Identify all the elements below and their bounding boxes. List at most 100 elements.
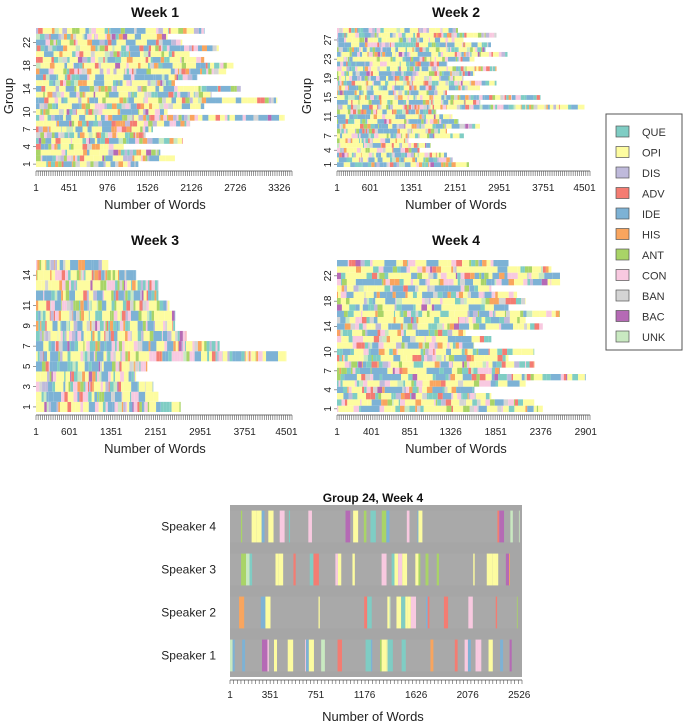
segment-adv (417, 147, 420, 153)
segment-con (192, 351, 195, 362)
segment-que (506, 374, 508, 381)
segment-ide (71, 103, 80, 110)
segment-ban (373, 386, 378, 393)
segment-ide (455, 336, 462, 343)
segment-dis (119, 51, 122, 57)
segment-dis (410, 75, 413, 81)
segment-ide (119, 270, 125, 281)
segment-opi (367, 399, 372, 406)
segment-que (472, 123, 476, 129)
segment-que (68, 270, 71, 281)
segment-unk (74, 80, 79, 86)
segment-con (433, 61, 437, 67)
segment-que (57, 39, 61, 46)
segment-opi (385, 143, 392, 148)
segment-opi (367, 380, 380, 387)
segment-unk (350, 95, 355, 100)
segment-ide (89, 351, 94, 362)
segment-que (378, 361, 383, 368)
group-row (36, 351, 287, 362)
y-tick-label: 7 (323, 133, 334, 139)
segment-opi (118, 91, 129, 98)
segment-ide (163, 85, 175, 92)
group-row (337, 329, 466, 336)
x-tick-label: 601 (61, 427, 78, 438)
speaker-label: Speaker 1 (161, 649, 216, 663)
segment-con (177, 91, 179, 98)
segment-con (337, 147, 341, 153)
segment-que (533, 348, 535, 355)
segment-opi (58, 74, 65, 81)
segment-adv (43, 74, 46, 81)
segment-opi (60, 143, 70, 150)
segment-con (258, 351, 262, 362)
segment-ban (422, 47, 426, 52)
segment-opi (356, 90, 360, 96)
segment-ban (469, 80, 472, 86)
segment-ant (524, 266, 529, 273)
segment-con (440, 298, 443, 305)
segment-opi (372, 104, 377, 110)
segment-con (40, 155, 43, 162)
segment-que (471, 260, 476, 267)
segment-ant (158, 97, 163, 104)
segment-his (397, 128, 401, 134)
segment-ide (388, 323, 392, 330)
segment-dis (123, 155, 128, 162)
segment-unk (466, 47, 471, 52)
segment-que (36, 330, 40, 342)
legend-item: CON (615, 269, 667, 283)
segment-unk (538, 272, 545, 279)
segment-adv (460, 56, 463, 62)
segment-opi (76, 85, 80, 92)
segment-unk (348, 95, 351, 100)
segment-ant (148, 120, 153, 127)
segment-adv (158, 45, 161, 52)
segment-con (363, 348, 367, 355)
segment-dis (113, 68, 117, 75)
segment-unk (436, 272, 438, 279)
segment-que (146, 114, 150, 121)
segment-que (520, 95, 525, 100)
segment-ide (462, 342, 474, 349)
segment-his (383, 279, 386, 286)
segment-dis (346, 66, 350, 72)
segment-con (335, 553, 338, 586)
segment-que (488, 336, 492, 343)
segment-ban (382, 147, 386, 153)
segment-que (359, 138, 360, 144)
segment-opi (415, 393, 423, 400)
segment-his (374, 51, 378, 57)
segment-con (443, 279, 449, 286)
segment-con (160, 45, 163, 52)
segment-his (51, 28, 55, 34)
segment-con (156, 28, 159, 34)
segment-ant (411, 380, 414, 387)
segment-ban (337, 42, 339, 48)
segment-con (145, 280, 147, 291)
segment-opi (425, 32, 434, 38)
segment-ide (407, 342, 419, 349)
segment-con (380, 138, 383, 144)
segment-ant (147, 401, 150, 412)
segment-opi (373, 37, 379, 43)
segment-ban (453, 266, 456, 273)
segment-ide (374, 279, 382, 286)
segment-ant (204, 341, 207, 352)
segment-que (495, 380, 499, 387)
segment-unk (422, 342, 425, 349)
segment-con (176, 39, 181, 46)
segment-his (446, 32, 451, 38)
segment-unk (401, 162, 405, 167)
segment-adv (131, 68, 134, 75)
segment-ide (261, 510, 265, 543)
segment-con (82, 270, 84, 281)
segment-adv (90, 381, 93, 392)
segment-opi (474, 298, 482, 305)
group-row (36, 290, 159, 301)
segment-his (248, 351, 251, 362)
segment-con (515, 95, 518, 100)
segment-ban (104, 270, 106, 281)
segment-opi (216, 45, 219, 52)
segment-opi (446, 272, 456, 279)
